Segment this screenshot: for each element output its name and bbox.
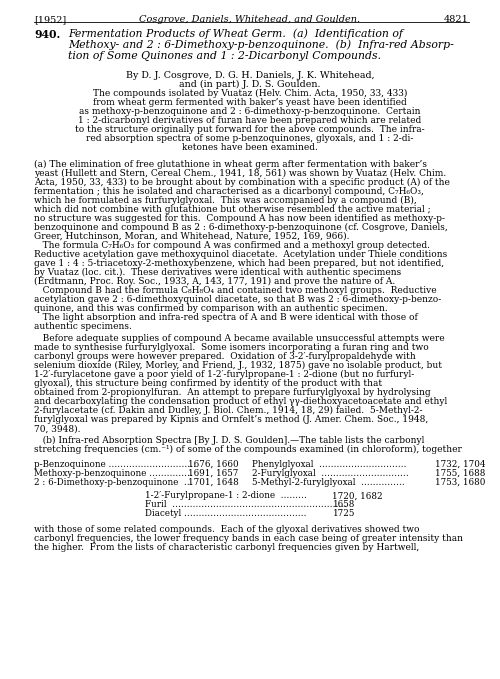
Text: from wheat germ fermented with baker’s yeast have been identified: from wheat germ fermented with baker’s y… [93, 98, 407, 107]
Text: no structure was suggested for this.  Compound A has now been identified as meth: no structure was suggested for this. Com… [34, 214, 445, 223]
Text: Greer, Hutchinson, Moran, and Whitehead, Nature, 1952, 169, 966).: Greer, Hutchinson, Moran, and Whitehead,… [34, 232, 350, 241]
Text: 1753, 1680: 1753, 1680 [435, 478, 486, 487]
Text: ketones have been examined.: ketones have been examined. [182, 143, 318, 152]
Text: 2 : 6-Dimethoxy-p-benzoquinone  …: 2 : 6-Dimethoxy-p-benzoquinone … [34, 478, 192, 487]
Text: 1725: 1725 [332, 509, 355, 518]
Text: as methoxy-p-benzoquinone and 2 : 6-dimethoxy-p-benzoquinone.  Certain: as methoxy-p-benzoquinone and 2 : 6-dime… [79, 107, 421, 116]
Text: which he formulated as furfurylglyoxal.  This was accompanied by a compound (B),: which he formulated as furfurylglyoxal. … [34, 196, 417, 205]
Text: 1720, 1682: 1720, 1682 [332, 491, 383, 500]
Text: 4821: 4821 [444, 15, 469, 24]
Text: 5-Methyl-2-furylglyoxal  ……………: 5-Methyl-2-furylglyoxal …………… [252, 478, 405, 487]
Text: obtained from 2-propionylfuran.  An attempt to prepare furfurylglyoxal by hydrol: obtained from 2-propionylfuran. An attem… [34, 388, 430, 397]
Text: (b) Infra-red Absorption Spectra [By J. D. S. Goulden].—The table lists the carb: (b) Infra-red Absorption Spectra [By J. … [34, 436, 424, 445]
Text: 1691, 1657: 1691, 1657 [188, 469, 238, 478]
Text: Before adequate supplies of compound A became available unsuccessful attempts we: Before adequate supplies of compound A b… [34, 334, 444, 343]
Text: Phenylglyoxal  …………………………: Phenylglyoxal ………………………… [252, 460, 407, 469]
Text: 1676, 1660: 1676, 1660 [188, 460, 238, 469]
Text: Acta, 1950, 33, 433) to be brought about by combination with a specific product : Acta, 1950, 33, 433) to be brought about… [34, 177, 450, 187]
Text: to the structure originally put forward for the above compounds.  The infra-: to the structure originally put forward … [75, 125, 425, 134]
Text: 940.: 940. [34, 29, 60, 39]
Text: carbonyl frequencies, the lower frequency bands in each case being of greater in: carbonyl frequencies, the lower frequenc… [34, 534, 463, 543]
Text: yeast (Hullett and Stern, Cereal Chem., 1941, 18, 561) was shown by Vuataz (Helv: yeast (Hullett and Stern, Cereal Chem., … [34, 168, 446, 178]
Text: glyoxal), this structure being confirmed by identity of the product with that: glyoxal), this structure being confirmed… [34, 379, 382, 388]
Text: gave 1 : 4 : 5-triacetoxy-2-methoxybenzene, which had been prepared, but not ide: gave 1 : 4 : 5-triacetoxy-2-methoxybenze… [34, 259, 444, 268]
Text: with those of some related compounds.  Each of the glyoxal derivatives showed tw: with those of some related compounds. Ea… [34, 525, 419, 534]
Text: 1755, 1688: 1755, 1688 [435, 469, 486, 478]
Text: (a) The elimination of free glutathione in wheat germ after fermentation with ba: (a) The elimination of free glutathione … [34, 160, 427, 168]
Text: benzoquinone and compound B as 2 : 6-dimethoxy-p-benzoquinone (cf. Cosgrove, Dan: benzoquinone and compound B as 2 : 6-dim… [34, 223, 448, 232]
Text: Diacetyl ……………………………………: Diacetyl …………………………………… [145, 509, 306, 518]
Text: 2-Furylglyoxal  …………………………: 2-Furylglyoxal ………………………… [252, 469, 409, 478]
Text: made to synthesise furfurylglyoxal.  Some isomers incorporating a furan ring and: made to synthesise furfurylglyoxal. Some… [34, 343, 429, 352]
Text: Compound B had the formula C₈H₈O₄ and contained two methoxyl groups.  Reductive: Compound B had the formula C₈H₈O₄ and co… [34, 286, 436, 295]
Text: selenium dioxide (Riley, Morley, and Friend, J., 1932, 1875) gave no isolable pr: selenium dioxide (Riley, Morley, and Fri… [34, 361, 442, 370]
Text: The formula C₇H₆O₃ for compound A was confirmed and a methoxyl group detected.: The formula C₇H₆O₃ for compound A was co… [34, 241, 430, 250]
Text: quinone, and this was confirmed by comparison with an authentic specimen.: quinone, and this was confirmed by compa… [34, 304, 388, 313]
Text: Furil  ……………………………………………………: Furil …………………………………………………… [145, 500, 347, 509]
Text: 1 : 2-dicarbonyl derivatives of furan have been prepared which are related: 1 : 2-dicarbonyl derivatives of furan ha… [78, 116, 422, 125]
Text: tion of Some Quinones and 1 : 2-Dicarbonyl Compounds.: tion of Some Quinones and 1 : 2-Dicarbon… [68, 51, 381, 61]
Text: Reductive acetylation gave methoxyquinol diacetate.  Acetylation under Thiele co: Reductive acetylation gave methoxyquinol… [34, 250, 448, 259]
Text: carbonyl groups were however prepared.  Oxidation of 3-2′-furylpropaldehyde with: carbonyl groups were however prepared. O… [34, 352, 416, 361]
Text: The compounds isolated by Vuataz (Helv. Chim. Acta, 1950, 33, 433): The compounds isolated by Vuataz (Helv. … [93, 89, 407, 98]
Text: authentic specimens.: authentic specimens. [34, 322, 132, 331]
Text: (Erdtmann, Proc. Roy. Soc., 1933, A, 143, 177, 191) and prove the nature of A.: (Erdtmann, Proc. Roy. Soc., 1933, A, 143… [34, 277, 395, 286]
Text: By D. J. Cosgrove, D. G. H. Daniels, J. K. Whitehead,: By D. J. Cosgrove, D. G. H. Daniels, J. … [126, 71, 374, 80]
Text: by Vuataz (loc. cit.).  These derivatives were identical with authentic specimen: by Vuataz (loc. cit.). These derivatives… [34, 268, 401, 277]
Text: The light absorption and infra-red spectra of A and B were identical with those : The light absorption and infra-red spect… [34, 313, 418, 322]
Text: which did not combine with glutathione but otherwise resembled the active materi: which did not combine with glutathione b… [34, 204, 430, 214]
Text: 1-2′-Furylpropane-1 : 2-dione  ………: 1-2′-Furylpropane-1 : 2-dione ……… [145, 491, 307, 500]
Text: fermentation ; this he isolated and characterised as a dicarbonyl compound, C₇H₆: fermentation ; this he isolated and char… [34, 187, 424, 196]
Text: 70, 3948).: 70, 3948). [34, 424, 80, 433]
Text: 1-2′-furylacetone gave a poor yield of 1-2′-furylpropane-1 : 2-dione (but no fur: 1-2′-furylacetone gave a poor yield of 1… [34, 370, 414, 379]
Text: red absorption spectra of some p-benzoquinones, glyoxals, and 1 : 2-di-: red absorption spectra of some p-benzoqu… [86, 134, 413, 143]
Text: Cosgrove, Daniels, Whitehead, and Goulden.: Cosgrove, Daniels, Whitehead, and Goulde… [140, 15, 360, 24]
Text: and (in part) J. D. S. Goulden.: and (in part) J. D. S. Goulden. [179, 80, 321, 89]
Text: 1701, 1648: 1701, 1648 [188, 478, 238, 487]
Text: Methoxy- and 2 : 6-Dimethoxy-p-benzoquinone.  (b)  Infra-red Absorp-: Methoxy- and 2 : 6-Dimethoxy-p-benzoquin… [68, 39, 454, 50]
Text: Methoxy-p-benzoquinone ……………: Methoxy-p-benzoquinone …………… [34, 469, 193, 478]
Text: Fermentation Products of Wheat Germ.  (a)  Identification of: Fermentation Products of Wheat Germ. (a)… [68, 29, 403, 39]
Text: the higher.  From the lists of characteristic carbonyl frequencies given by Hart: the higher. From the lists of characteri… [34, 543, 419, 552]
Text: and decarboxylating the condensation product of ethyl γγ-diethoxyacetoacetate an: and decarboxylating the condensation pro… [34, 397, 448, 406]
Text: stretching frequencies (cm.⁻¹) of some of the compounds examined (in chloroform): stretching frequencies (cm.⁻¹) of some o… [34, 445, 462, 454]
Text: 2-furylacetate (cf. Dakin and Dudley, J. Biol. Chem., 1914, 18, 29) failed.  5-M: 2-furylacetate (cf. Dakin and Dudley, J.… [34, 406, 422, 415]
Text: furylglyoxal was prepared by Kipnis and Ornfelt’s method (J. Amer. Chem. Soc., 1: furylglyoxal was prepared by Kipnis and … [34, 415, 428, 424]
Text: 1732, 1704: 1732, 1704 [435, 460, 486, 469]
Text: acetylation gave 2 : 6-dimethoxyquinol diacetate, so that B was 2 : 6-dimethoxy-: acetylation gave 2 : 6-dimethoxyquinol d… [34, 295, 442, 304]
Text: p-Benzoquinone …………………………: p-Benzoquinone ………………………… [34, 460, 196, 469]
Text: 1658: 1658 [332, 500, 355, 509]
Text: [1952]: [1952] [34, 15, 66, 24]
